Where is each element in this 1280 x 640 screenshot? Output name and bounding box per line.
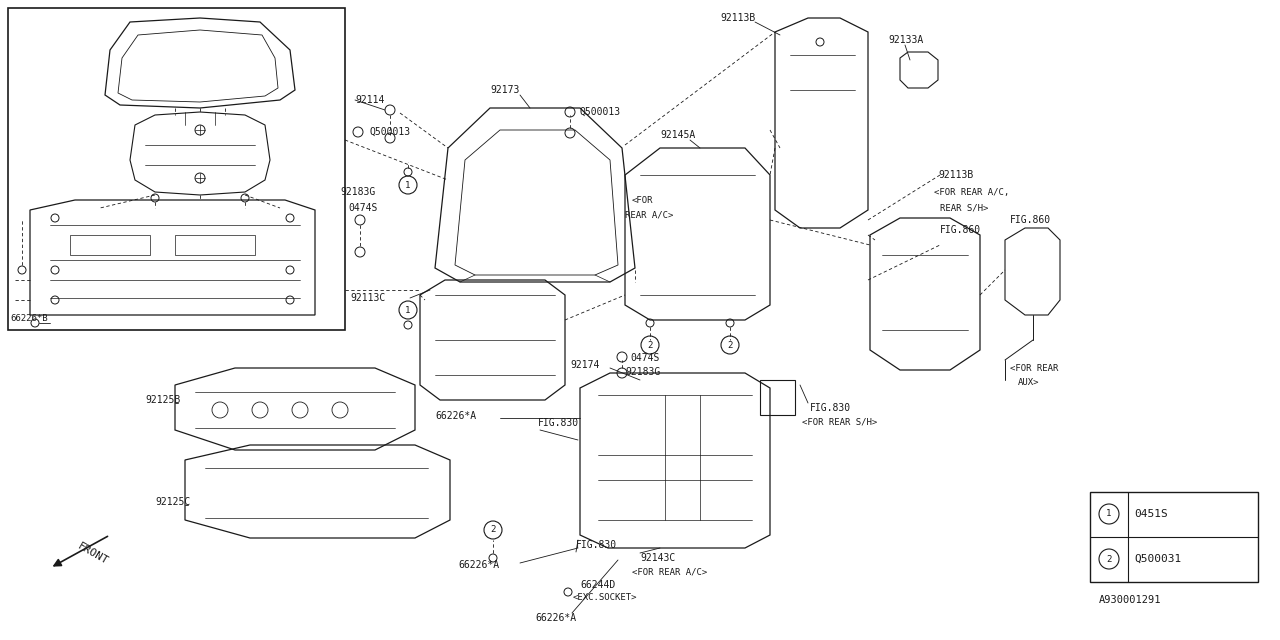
Text: 92114: 92114 bbox=[355, 95, 384, 105]
Text: Q500013: Q500013 bbox=[580, 107, 621, 117]
Text: REAR S/H>: REAR S/H> bbox=[940, 204, 988, 212]
Text: 92113C: 92113C bbox=[349, 293, 385, 303]
Text: 92183G: 92183G bbox=[340, 187, 375, 197]
Text: 0451S: 0451S bbox=[1134, 509, 1167, 519]
Text: FIG.830: FIG.830 bbox=[810, 403, 851, 413]
Text: 92133A: 92133A bbox=[888, 35, 923, 45]
Text: 66226*A: 66226*A bbox=[458, 560, 499, 570]
Text: 1: 1 bbox=[406, 180, 411, 189]
Text: Q500013: Q500013 bbox=[370, 127, 411, 137]
Text: A930001291: A930001291 bbox=[1098, 595, 1161, 605]
Text: <FOR REAR A/C,: <FOR REAR A/C, bbox=[934, 188, 1009, 196]
Text: 66226*B: 66226*B bbox=[10, 314, 47, 323]
Text: 2: 2 bbox=[648, 340, 653, 349]
Text: FIG.830: FIG.830 bbox=[538, 418, 579, 428]
Text: 0474S: 0474S bbox=[630, 353, 659, 363]
Text: 1: 1 bbox=[1106, 509, 1112, 518]
Text: <FOR REAR S/H>: <FOR REAR S/H> bbox=[803, 417, 877, 426]
Text: <FOR REAR: <FOR REAR bbox=[1010, 364, 1059, 372]
Text: <EXC.SOCKET>: <EXC.SOCKET> bbox=[573, 593, 637, 602]
Text: 92113B: 92113B bbox=[938, 170, 973, 180]
Text: FIG.830: FIG.830 bbox=[576, 540, 617, 550]
Text: FIG.860: FIG.860 bbox=[1010, 215, 1051, 225]
Text: FRONT: FRONT bbox=[76, 541, 110, 566]
Text: FIG.860: FIG.860 bbox=[940, 225, 982, 235]
Text: 66244D: 66244D bbox=[580, 580, 616, 590]
Text: 0474S: 0474S bbox=[348, 203, 378, 213]
Text: 92174: 92174 bbox=[570, 360, 599, 370]
Text: 92143C: 92143C bbox=[640, 553, 676, 563]
Text: 92125B: 92125B bbox=[145, 395, 180, 405]
Text: AUX>: AUX> bbox=[1018, 378, 1039, 387]
Text: 92183G: 92183G bbox=[625, 367, 660, 377]
Text: 2: 2 bbox=[1106, 554, 1112, 563]
Text: 92113B: 92113B bbox=[719, 13, 755, 23]
Text: 66226*A: 66226*A bbox=[535, 613, 576, 623]
Text: 2: 2 bbox=[727, 340, 732, 349]
Text: 1: 1 bbox=[406, 305, 411, 314]
Text: REAR A/C>: REAR A/C> bbox=[625, 211, 673, 220]
Text: <FOR REAR A/C>: <FOR REAR A/C> bbox=[632, 568, 708, 577]
Text: <FOR: <FOR bbox=[632, 195, 654, 205]
Text: 92125C: 92125C bbox=[155, 497, 191, 507]
Text: 92173: 92173 bbox=[490, 85, 520, 95]
Text: 66226*A: 66226*A bbox=[435, 411, 476, 421]
Text: Q500031: Q500031 bbox=[1134, 554, 1181, 564]
Text: 2: 2 bbox=[490, 525, 495, 534]
Text: 92145A: 92145A bbox=[660, 130, 695, 140]
